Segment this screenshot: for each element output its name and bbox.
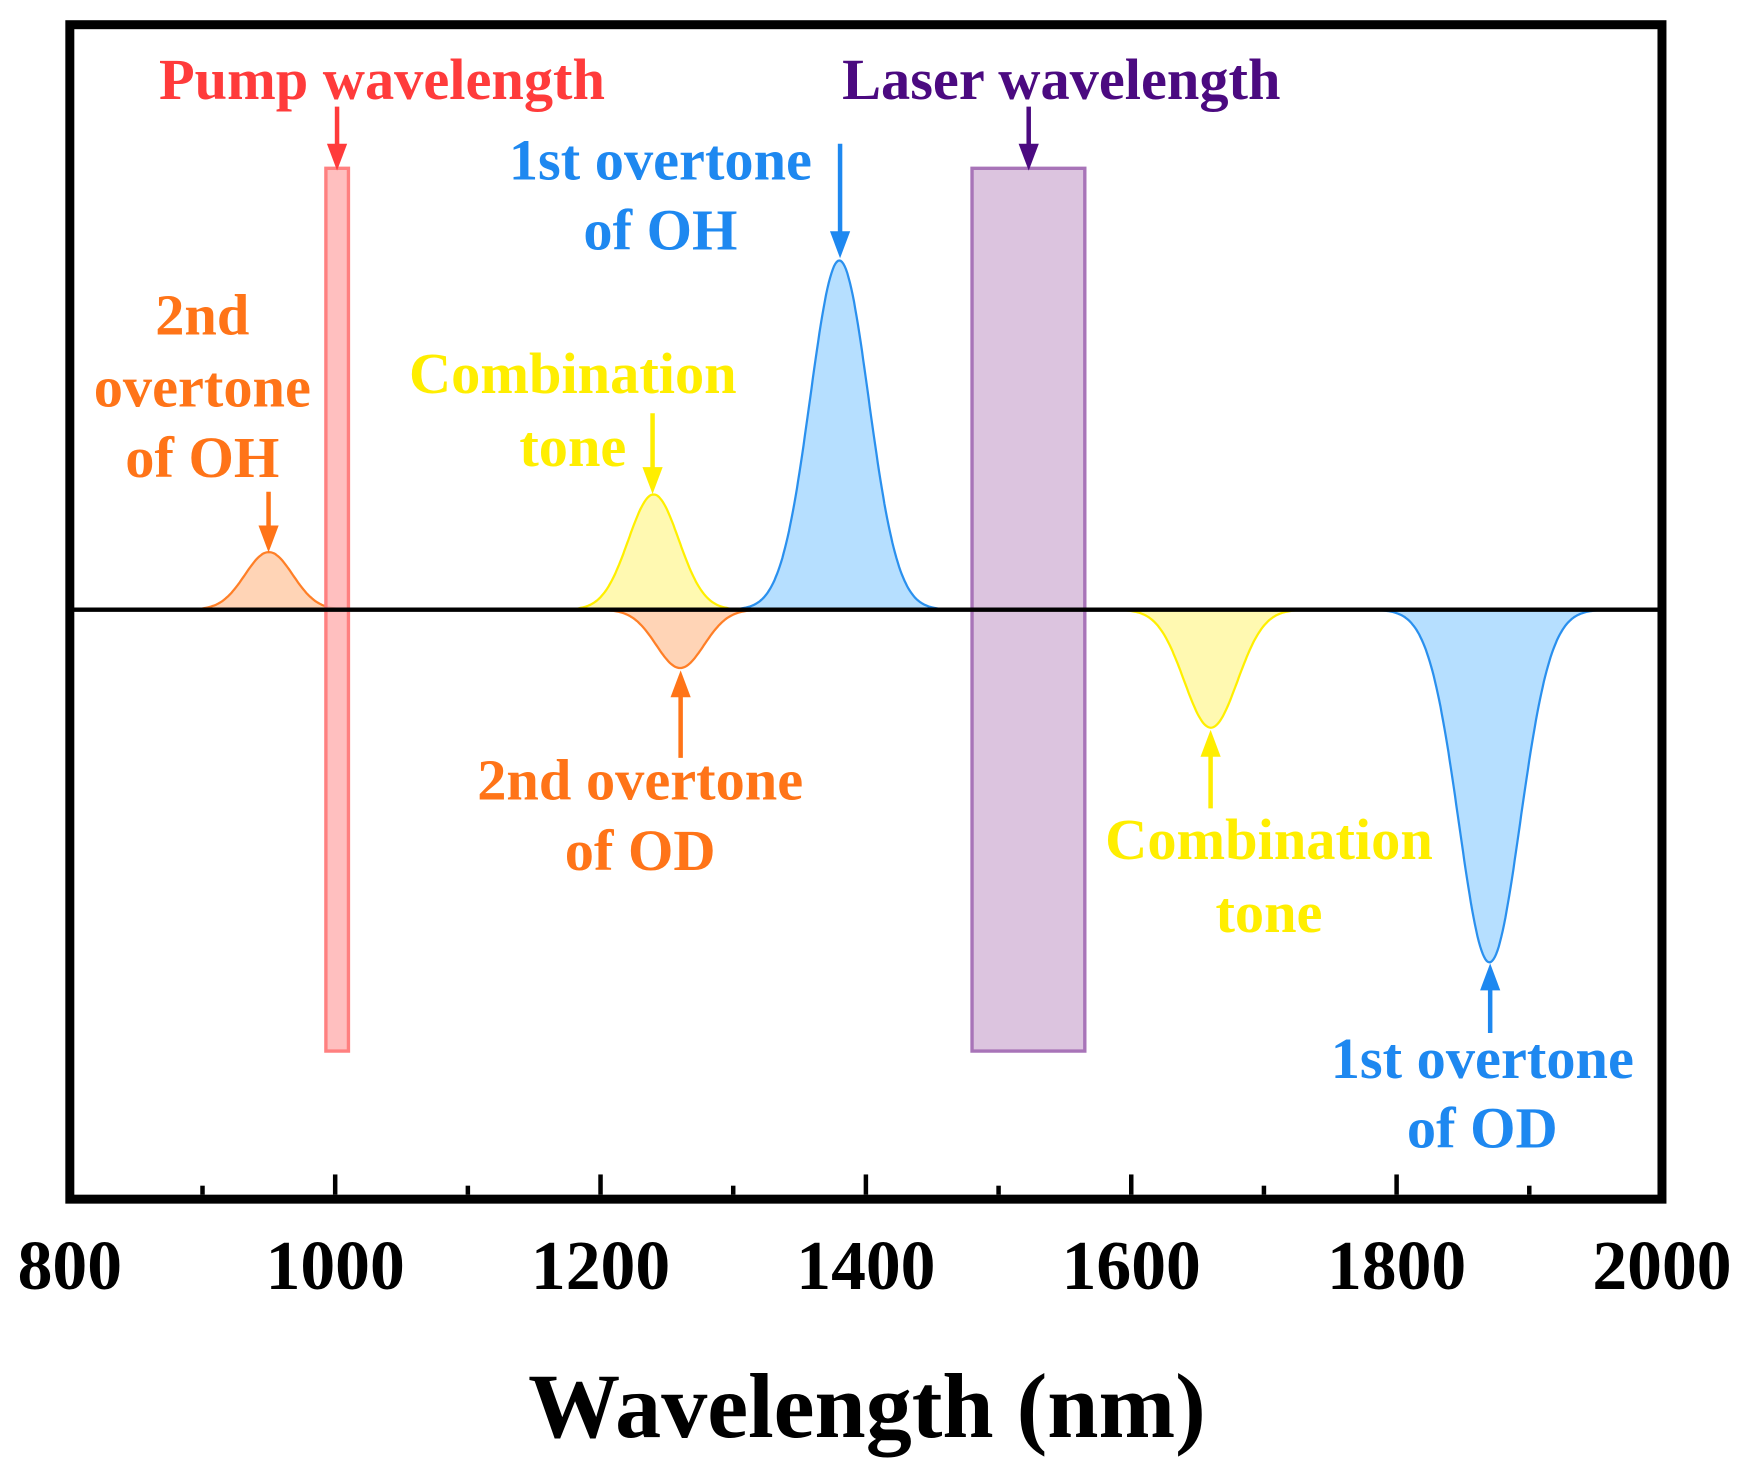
arrow-head-icon — [642, 467, 663, 495]
peak-2 — [722, 259, 957, 611]
x-axis-ticks: 800 1000 1200 1400 1600 1800 2000 — [18, 1174, 1732, 1305]
annotation-laser: Laser wavelength — [842, 47, 1280, 171]
x-tick-label: 800 — [18, 1228, 122, 1305]
annotation-text: tone — [1215, 880, 1322, 945]
annotation-text: 1st overtone — [509, 128, 812, 193]
annotation-text: tone — [519, 414, 626, 479]
x-tick-label: 2000 — [1592, 1228, 1731, 1305]
annotation-text: 2nd overtone — [477, 747, 803, 812]
x-tick-label: 1800 — [1327, 1228, 1466, 1305]
plot-frame — [65, 20, 1667, 1204]
peak-5 — [1367, 608, 1612, 964]
annotation-comb_down: Combination tone — [1105, 729, 1433, 945]
x-tick-label: 1200 — [531, 1228, 670, 1305]
annotation-text: Combination — [1105, 807, 1433, 872]
annotation-pump: Pump wavelength — [159, 47, 605, 171]
arrow-head-icon — [670, 670, 691, 698]
arrow-head-icon — [1200, 729, 1221, 757]
annotation-comb_up: Combination tone — [409, 341, 737, 495]
arrow-head-icon — [829, 231, 851, 259]
arrow-head-icon — [326, 143, 348, 171]
annotation-text: Laser wavelength — [842, 47, 1280, 112]
peak-3 — [584, 608, 776, 670]
annotation-text: of OH — [583, 197, 737, 262]
annotation-text: Pump wavelength — [159, 47, 605, 112]
annotation-text: of OD — [565, 818, 716, 883]
annotations: Pump wavelength Laser wavelength 1st overt… — [94, 47, 1634, 1161]
arrow-head-icon — [1018, 143, 1039, 171]
annotation-text: of OH — [125, 425, 279, 490]
annotation-text: 1st overtone — [1331, 1026, 1634, 1091]
peak-4 — [1104, 608, 1318, 729]
x-axis-title: Wavelength (nm) — [528, 1355, 1206, 1457]
annotation-text: Combination — [409, 341, 737, 406]
x-tick-label: 1000 — [266, 1228, 405, 1305]
x-tick-label: 1600 — [1062, 1228, 1201, 1305]
annotation-text: 2nd — [155, 283, 249, 348]
arrow-head-icon — [258, 525, 279, 553]
annotation-text: overtone — [94, 354, 311, 419]
annotation-text: of OD — [1407, 1096, 1558, 1161]
peak-1 — [552, 493, 755, 611]
arrow-head-icon — [1480, 963, 1501, 991]
x-tick-label: 1400 — [796, 1228, 935, 1305]
